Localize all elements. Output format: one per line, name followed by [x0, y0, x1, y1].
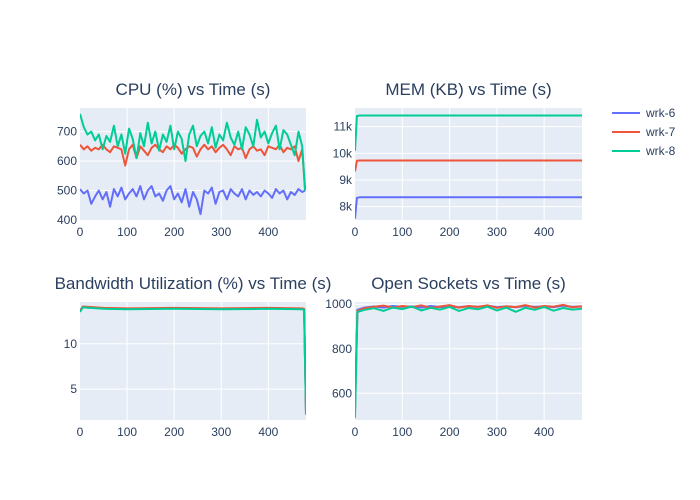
subplot-title: CPU (%) vs Time (s) [116, 80, 271, 99]
series-line-wrk-8 [80, 113, 306, 191]
y-tick-label: 10k [333, 146, 353, 160]
y-tick-label: 9k [339, 173, 353, 187]
subplot-title: Open Sockets vs Time (s) [371, 274, 566, 293]
series-line-wrk-6 [80, 185, 306, 216]
y-tick-label: 11k [334, 120, 353, 134]
plot-background [355, 108, 582, 220]
series-line-wrk-8 [80, 306, 306, 415]
legend-item-wrk-7[interactable]: wrk-7 [612, 125, 676, 139]
x-tick-label: 400 [258, 425, 278, 439]
legend-label: wrk-8 [645, 144, 676, 158]
y-tick-label: 800 [332, 342, 352, 356]
x-tick-label: 100 [392, 425, 412, 439]
x-tick-label: 0 [352, 225, 359, 239]
y-tick-label: 600 [57, 154, 77, 168]
series-line-wrk-8 [355, 305, 582, 418]
x-tick-label: 300 [211, 425, 231, 439]
series-group [80, 305, 306, 415]
y-tick-label: 400 [57, 213, 77, 227]
series-line-wrk-7 [355, 303, 582, 412]
series-line-wrk-7 [80, 143, 306, 191]
legend-item-wrk-6[interactable]: wrk-6 [612, 106, 676, 120]
series-group [355, 303, 582, 418]
series-line-wrk-6 [355, 196, 582, 219]
x-tick-label: 200 [164, 425, 184, 439]
legend: wrk-6 wrk-7 wrk-8 [612, 106, 676, 158]
y-tick-label: 1000 [325, 297, 352, 311]
x-tick-label: 300 [487, 225, 507, 239]
x-tick-label: 100 [117, 425, 137, 439]
y-tick-label: 5 [70, 382, 77, 396]
legend-label: wrk-6 [645, 106, 676, 120]
x-tick-label: 0 [77, 425, 84, 439]
x-tick-label: 400 [534, 425, 554, 439]
y-tick-label: 500 [57, 184, 77, 198]
x-tick-label: 400 [534, 225, 554, 239]
x-tick-label: 200 [164, 225, 184, 239]
x-tick-label: 0 [77, 225, 84, 239]
series-line-wrk-7 [355, 159, 582, 172]
y-tick-label: 8k [339, 200, 353, 214]
y-tick-label: 700 [57, 125, 77, 139]
y-tick-label: 600 [332, 386, 352, 400]
plot-background [80, 302, 306, 420]
subplot-title: MEM (KB) vs Time (s) [385, 80, 551, 99]
y-tick-label: 10 [64, 337, 78, 351]
subplot-2: 0 100 200 300 400 8k 9k 10k 11k MEM (KB) vs Time … [333, 80, 582, 239]
x-tick-label: 200 [440, 225, 460, 239]
x-tick-label: 0 [352, 425, 359, 439]
subplot-3: 0 100 200 300 400 5 10 Bandwidth Utilization (%… [55, 274, 332, 439]
series-group [80, 113, 306, 216]
x-tick-label: 100 [117, 225, 137, 239]
x-tick-label: 400 [258, 225, 278, 239]
x-tick-label: 300 [211, 225, 231, 239]
legend-label: wrk-7 [645, 125, 676, 139]
legend-item-wrk-8[interactable]: wrk-8 [612, 144, 676, 158]
x-tick-label: 300 [487, 425, 507, 439]
series-group [355, 114, 582, 219]
subplot-4: 0 100 200 300 400 600 800 1000 Open Sockets vs T… [325, 274, 582, 439]
series-line-wrk-8 [355, 114, 582, 151]
x-tick-label: 200 [440, 425, 460, 439]
x-tick-label: 100 [392, 225, 412, 239]
plot-background [355, 302, 582, 420]
subplot-title: Bandwidth Utilization (%) vs Time (s) [55, 274, 332, 293]
subplot-1: 0 100 200 300 400 400 500 600 700 CPU (%) vs Time… [57, 80, 306, 239]
